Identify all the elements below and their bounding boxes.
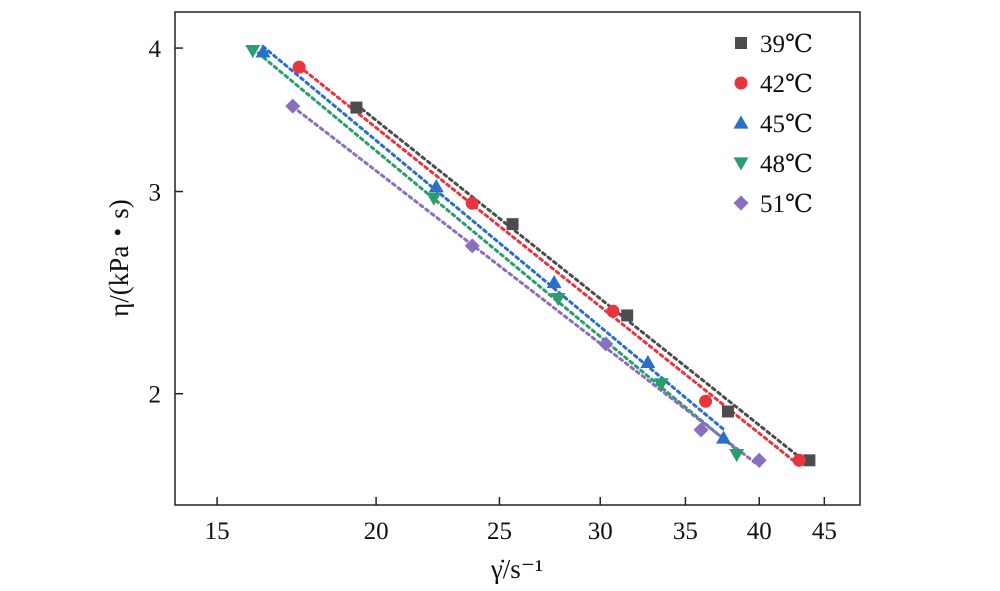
data-point [550,293,566,307]
fit-line [354,103,811,467]
data-point [350,101,363,114]
data-point [716,430,732,444]
fit-lines [251,44,811,468]
data-point [640,354,656,368]
legend-label: 45℃ [760,111,813,138]
data-markers [245,44,816,468]
legend-label: 42℃ [760,71,813,98]
data-point [693,422,709,438]
data-point [598,336,614,352]
x-tick-label: 25 [487,518,512,545]
x-axis-label: γ̇/s⁻¹ [490,554,543,584]
data-point [465,196,479,210]
fit-line [291,105,761,468]
legend-label: 51℃ [760,191,813,218]
data-point [546,274,562,289]
legend-marker [735,37,747,49]
data-point [245,44,261,59]
data-point [292,60,306,74]
plot-frame [174,11,861,506]
legend-marker [733,157,749,171]
x-tick-label: 20 [364,518,389,545]
legend-marker [733,115,749,129]
data-point [464,238,480,254]
data-point [729,449,745,463]
y-tick-label: 3 [149,180,162,207]
y-axis-ticks: 2 3 4 [149,36,183,409]
data-point [621,309,634,322]
data-point [792,453,806,467]
legend-label: 48℃ [760,151,813,178]
x-axis-ticks: 15 20 25 30 35 40 45 [205,497,837,545]
fit-line [251,47,739,452]
x-tick-label: 45 [812,518,837,545]
y-axis-label: η/(kPa・s) [104,199,134,317]
data-point [653,378,669,392]
legend: 39℃ 42℃ 45℃ 48℃ 51℃ [733,31,813,218]
legend-label: 39℃ [760,31,813,58]
data-point [803,454,816,467]
data-point [606,304,620,318]
data-point [751,452,767,468]
data-point [506,218,519,231]
legend-marker [733,195,749,211]
x-tick-label: 40 [747,518,772,545]
fit-line [261,44,726,431]
data-point [255,44,271,58]
data-point [721,405,734,418]
data-point [699,394,713,408]
data-point [285,98,301,114]
x-tick-label: 15 [205,518,230,545]
y-tick-label: 2 [149,382,162,409]
data-point [426,192,442,206]
x-tick-label: 30 [588,518,613,545]
fit-line [297,64,801,467]
legend-marker [734,76,748,90]
y-tick-label: 4 [149,36,162,63]
x-tick-label: 35 [673,518,698,545]
data-point [428,179,444,193]
